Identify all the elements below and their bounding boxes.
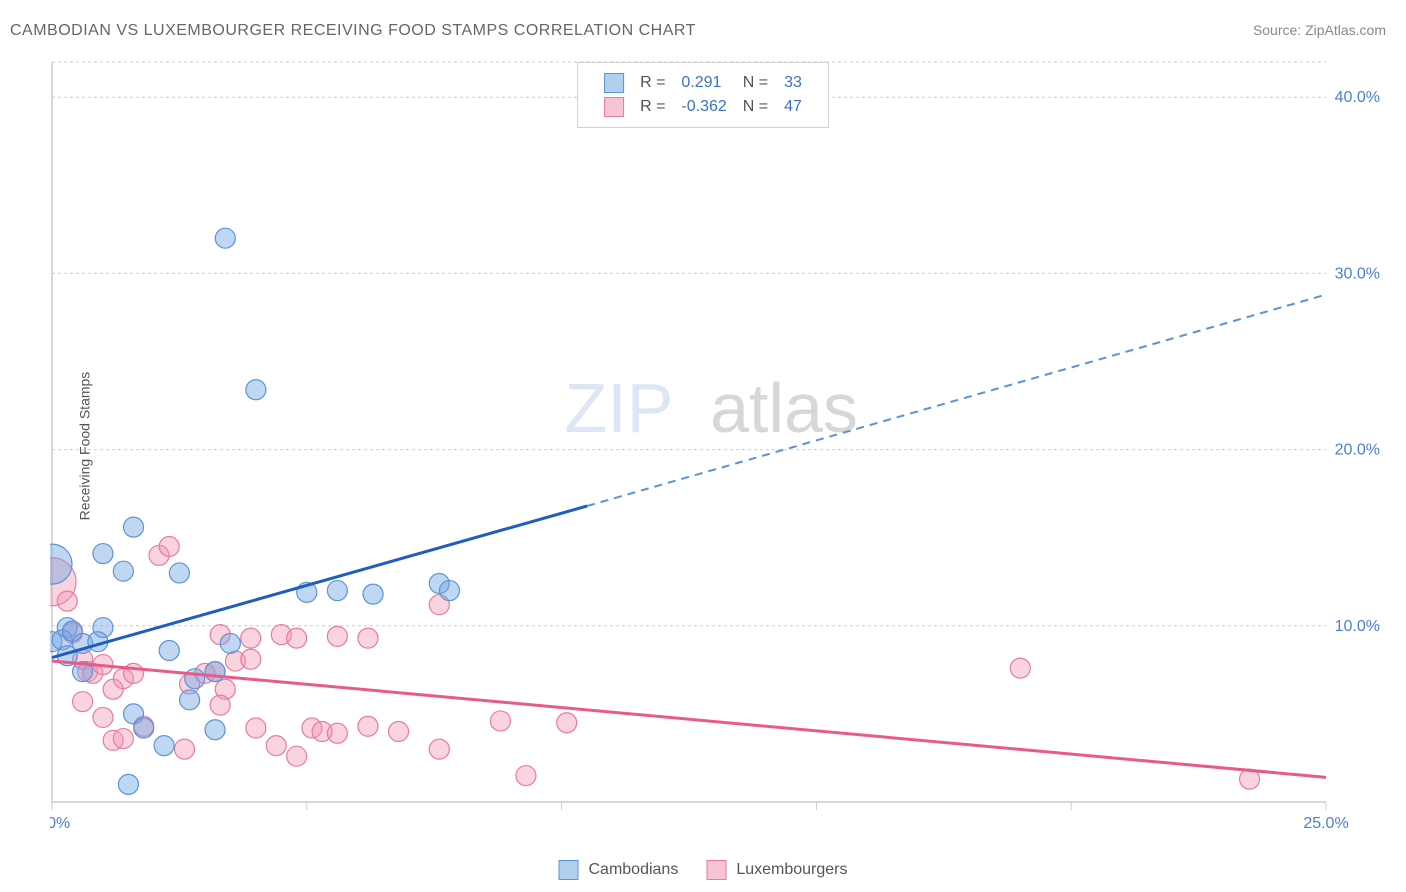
swatch-pink-icon bbox=[604, 97, 624, 117]
n-label: N = bbox=[735, 95, 776, 119]
n-value-blue: 33 bbox=[776, 71, 810, 95]
scatter-svg: 10.0%20.0%30.0%40.0%0.0%25.0%ZIPatlas bbox=[50, 60, 1386, 832]
source-prefix: Source: bbox=[1253, 22, 1305, 38]
r-label: R = bbox=[632, 95, 673, 119]
n-value-pink: 47 bbox=[776, 95, 810, 119]
legend-row-pink: R = -0.362 N = 47 bbox=[596, 95, 810, 119]
svg-text:20.0%: 20.0% bbox=[1335, 442, 1380, 459]
r-value-pink: -0.362 bbox=[673, 95, 734, 119]
swatch-blue-icon bbox=[559, 860, 579, 880]
swatch-blue-icon bbox=[604, 73, 624, 93]
legend-item-pink: Luxembourgers bbox=[706, 860, 847, 880]
svg-text:30.0%: 30.0% bbox=[1335, 265, 1380, 282]
r-label: R = bbox=[632, 71, 673, 95]
n-label: N = bbox=[735, 71, 776, 95]
chart-container: CAMBODIAN VS LUXEMBOURGER RECEIVING FOOD… bbox=[0, 0, 1406, 892]
legend-label-pink: Luxembourgers bbox=[736, 861, 847, 879]
series-legend: Cambodians Luxembourgers bbox=[559, 860, 848, 880]
source-name: ZipAtlas.com bbox=[1305, 22, 1386, 38]
svg-text:25.0%: 25.0% bbox=[1303, 815, 1348, 832]
correlation-legend-table: R = 0.291 N = 33 R = -0.362 N = 47 bbox=[596, 71, 810, 119]
source-attribution: Source: ZipAtlas.com bbox=[1253, 22, 1386, 38]
svg-text:40.0%: 40.0% bbox=[1335, 89, 1380, 106]
svg-text:ZIP: ZIP bbox=[565, 369, 674, 447]
swatch-pink-icon bbox=[706, 860, 726, 880]
correlation-legend-box: R = 0.291 N = 33 R = -0.362 N = 47 bbox=[577, 62, 829, 128]
svg-text:10.0%: 10.0% bbox=[1335, 618, 1380, 635]
r-value-blue: 0.291 bbox=[673, 71, 734, 95]
chart-title: CAMBODIAN VS LUXEMBOURGER RECEIVING FOOD… bbox=[10, 22, 696, 40]
legend-row-blue: R = 0.291 N = 33 bbox=[596, 71, 810, 95]
legend-item-blue: Cambodians bbox=[559, 860, 679, 880]
svg-text:0.0%: 0.0% bbox=[50, 815, 70, 832]
legend-label-blue: Cambodians bbox=[589, 861, 679, 879]
plot-area: 10.0%20.0%30.0%40.0%0.0%25.0%ZIPatlas bbox=[50, 60, 1386, 832]
